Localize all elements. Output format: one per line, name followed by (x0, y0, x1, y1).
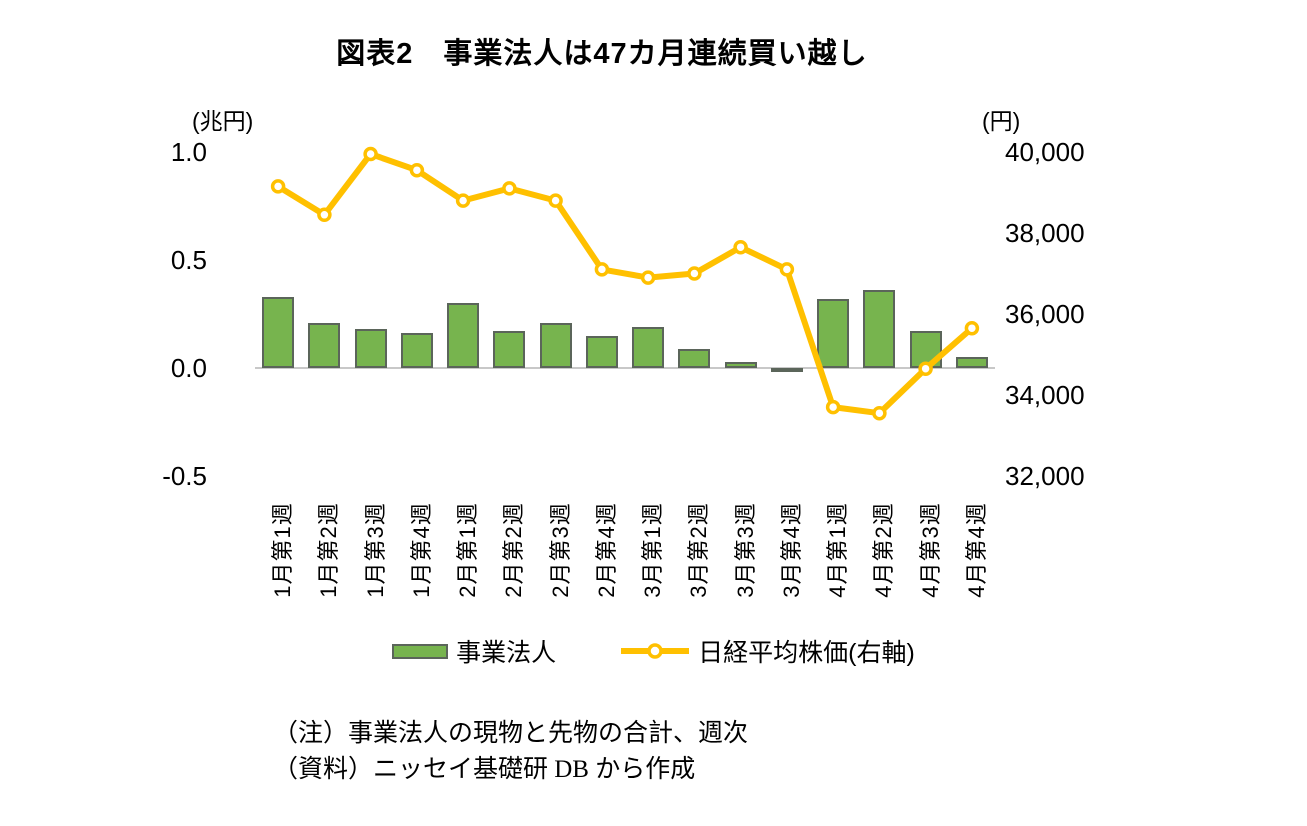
legend: 事業法人 日経平均株価(右軸) (0, 633, 1307, 669)
line-marker-3月第3週 (733, 239, 748, 255)
bar-series-swatch (392, 643, 449, 659)
right-axis-unit: (円) (982, 108, 1021, 134)
line-series-swatch (621, 643, 690, 659)
bar-2月第3週 (539, 322, 572, 368)
x-label-2月第4週: 2月第4週 (593, 502, 619, 598)
x-label-1月第1週: 1月第1週 (270, 502, 296, 598)
line-marker-3月第4週 (779, 262, 795, 277)
bar-1月第3週 (354, 329, 387, 368)
source-notes: （注）事業法人の現物と先物の合計、週次 （資料）ニッセイ基礎研 DB から作成 (273, 716, 748, 788)
right-tick-34,000: 34,000 (1005, 380, 1085, 410)
right-tick-36,000: 36,000 (1005, 299, 1085, 329)
line-marker-1月第2週 (317, 207, 332, 223)
legend-item-line: 日経平均株価(右軸) (620, 633, 915, 669)
bar-2月第2週 (493, 331, 526, 368)
x-label-1月第4週: 1月第4週 (408, 502, 434, 598)
line-marker-4月第2週 (872, 405, 887, 421)
left-tick-0.5: 0.5 (170, 245, 207, 275)
x-label-3月第2週: 3月第2週 (686, 502, 712, 598)
bar-4月第2週 (863, 290, 896, 368)
x-label-4月第3週: 4月第3週 (917, 502, 943, 598)
x-label-1月第2週: 1月第2週 (316, 502, 342, 598)
bar-3月第4週 (770, 368, 803, 373)
left-axis-unit: (兆円) (192, 108, 254, 134)
x-label-2月第3週: 2月第3週 (547, 502, 573, 598)
bar-4月第4週 (955, 357, 988, 368)
right-tick-32,000: 32,000 (1005, 461, 1085, 491)
note-line-2: （資料）ニッセイ基礎研 DB から作成 (273, 756, 696, 783)
line-marker-1月第1週 (270, 179, 286, 194)
line-marker-4月第1週 (825, 399, 841, 415)
x-label-2月第1週: 2月第1週 (455, 502, 481, 598)
line-marker-2月第1週 (455, 193, 471, 208)
bar-3月第1週 (632, 326, 665, 368)
bar-4月第3週 (909, 331, 942, 368)
right-tick-38,000: 38,000 (1005, 218, 1085, 248)
legend-label-line: 日経平均株価(右軸) (698, 639, 915, 667)
left-tick-0.0: 0.0 (170, 353, 207, 383)
bar-1月第2週 (308, 322, 341, 368)
line-marker-3月第2週 (687, 266, 702, 281)
left-tick--0.5: -0.5 (162, 461, 207, 491)
chart-title: 図表2 事業法人は47カ月連続買い越し (336, 38, 868, 70)
legend-label-bars: 事業法人 (456, 639, 557, 667)
line-marker-2月第4週 (594, 262, 610, 277)
bar-3月第3週 (724, 361, 757, 368)
x-label-1月第3週: 1月第3週 (362, 502, 388, 598)
line-marker-1月第4週 (409, 162, 425, 178)
nikkei-line (275, 151, 975, 417)
line-marker-1月第3週 (363, 146, 378, 162)
x-label-4月第4週: 4月第4週 (963, 502, 989, 598)
x-label-2月第2週: 2月第2週 (501, 502, 527, 598)
line-marker-2月第3週 (548, 193, 563, 208)
line-marker-4月第4週 (964, 320, 980, 336)
right-tick-40,000: 40,000 (1005, 137, 1085, 167)
x-label-3月第1週: 3月第1週 (640, 502, 666, 598)
x-label-4月第2週: 4月第2週 (871, 502, 897, 598)
bar-1月第1週 (262, 296, 295, 368)
line-marker-2月第2週 (502, 181, 517, 196)
left-tick-1.0: 1.0 (170, 137, 207, 167)
note-line-1: （注）事業法人の現物と先物の合計、週次 (273, 720, 749, 747)
x-label-3月第4週: 3月第4週 (778, 502, 804, 598)
bar-1月第4週 (400, 333, 433, 368)
bar-2月第4週 (585, 335, 618, 368)
bar-2月第1週 (447, 303, 480, 368)
legend-item-bars: 事業法人 (392, 633, 556, 669)
x-label-4月第1週: 4月第1週 (825, 502, 851, 598)
x-label-3月第3週: 3月第3週 (732, 502, 758, 598)
bar-3月第2週 (678, 348, 711, 368)
bar-4月第1週 (817, 298, 850, 368)
line-marker-3月第1週 (640, 270, 656, 285)
